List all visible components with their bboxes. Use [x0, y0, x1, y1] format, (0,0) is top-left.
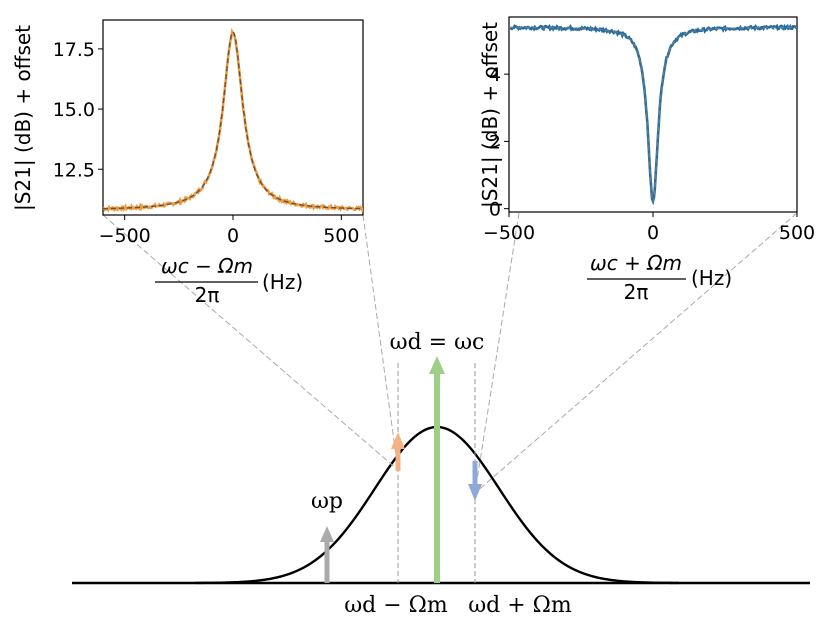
zoom-line-right-2: [474, 212, 798, 494]
left-ytick-label: 15.0: [53, 99, 95, 121]
right-xtick-label: 0: [647, 222, 659, 244]
right-fit-series: [509, 26, 797, 203]
left-data-series: [103, 27, 363, 213]
right-ytick-label: 0: [489, 199, 501, 221]
left-xlabel-denominator: 2π: [195, 283, 220, 307]
left-xlabel-unit: (Hz): [262, 270, 303, 294]
zoom-line-left-2: [362, 214, 399, 471]
right-xlabel-denominator: 2π: [624, 280, 649, 304]
left-inset-frame: [102, 19, 364, 216]
zoom-line-left-1: [102, 214, 399, 471]
drive-arrow: [429, 356, 445, 583]
cavity-diagram: ωd = ωc ωp ωd − Ωm ωd + Ωm: [72, 212, 810, 618]
left-ytick-label: 17.5: [53, 39, 95, 61]
right-xlabel: ωc + Ωm 2π (Hz): [587, 251, 732, 304]
probe-arrow: [320, 526, 334, 583]
zoom-line-right-1: [474, 212, 520, 494]
left-inset: −500 0 500 12.5 15.0 17.5 |S21| (dB) + offset…: [11, 19, 364, 307]
left-xlabel: ωc − Ωm 2π (Hz): [155, 254, 303, 307]
left-ylabel: |S21| (dB) + offset: [11, 25, 35, 211]
drive-label: ωd = ωc: [390, 330, 485, 355]
right-ytick-label: 2: [489, 131, 501, 153]
left-ytick-label: 12.5: [53, 159, 95, 181]
left-xtick-label: −500: [99, 225, 151, 247]
right-inset-frame: [508, 16, 798, 213]
left-fit-series: [103, 31, 363, 210]
left-ticks: −500 0 500 12.5 15.0 17.5: [53, 39, 360, 247]
right-ytick-label: 4: [489, 64, 501, 86]
right-ylabel: |S21| (dB) + offset: [478, 22, 502, 208]
right-xtick-label: −500: [483, 222, 535, 244]
red-sideband-label: ωd − Ωm: [344, 593, 448, 618]
blue-sideband-label: ωd + Ωm: [468, 593, 572, 618]
probe-label: ωp: [311, 489, 343, 514]
left-xlabel-numerator: ωc − Ωm: [161, 254, 253, 278]
left-xtick-label: 0: [227, 225, 239, 247]
blue-sideband-arrow: [468, 461, 482, 501]
right-xlabel-unit: (Hz): [691, 266, 732, 290]
left-xtick-label: 500: [323, 225, 359, 247]
right-xlabel-numerator: ωc + Ωm: [590, 251, 682, 275]
right-xtick-label: 500: [779, 222, 815, 244]
red-sideband-arrow: [391, 432, 405, 471]
